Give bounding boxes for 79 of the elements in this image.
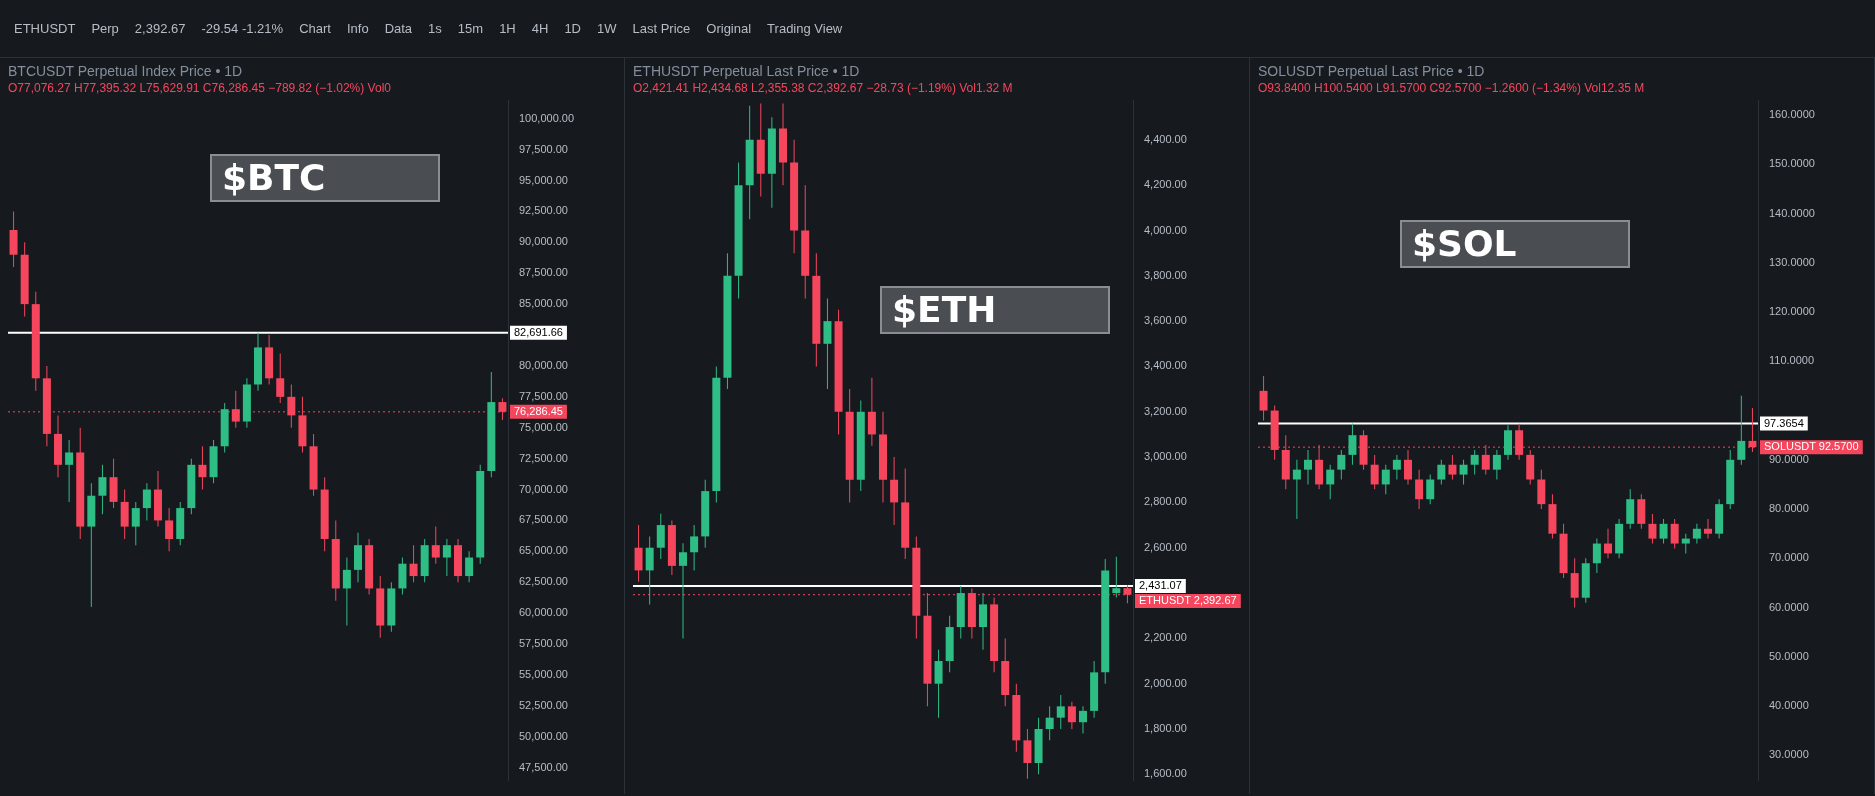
chart-subtitle: O93.8400 H100.5400 L91.5700 C92.5700 −1.2600 (−1.34%) Vol12.35 M (1258, 81, 1645, 96)
text: 1s (428, 21, 442, 36)
y-tick-label: 150.0000 (1769, 157, 1815, 170)
chart-title: SOLUSDT Perpetual Last Price • 1D (1258, 63, 1485, 80)
y-tick-label: 65,000.00 (519, 544, 568, 557)
y-tick-label: 120.0000 (1769, 305, 1815, 318)
text: 1W (597, 21, 617, 36)
y-tick-label: 1,600.00 (1144, 767, 1187, 780)
y-tick-label: 72,500.00 (519, 451, 568, 464)
text: 2,392.67 (134, 21, 186, 36)
y-tick-label: 92,500.00 (519, 204, 568, 217)
y-tick-label: 60,000.00 (519, 606, 568, 619)
y-tick-label: 80.0000 (1769, 502, 1809, 515)
y-tick-label: 40.0000 (1769, 699, 1809, 712)
y-tick-label: 90,000.00 (519, 235, 568, 248)
y-tick-label: 4,000.00 (1144, 223, 1187, 236)
ref-line-label: SOLUSDT 92.5700 (1764, 440, 1859, 453)
y-tick-label: 2,800.00 (1144, 495, 1187, 508)
text-box: $SOL (1400, 220, 1630, 268)
y-tick-label: 52,500.00 (519, 698, 568, 711)
chart-title: ETHUSDT Perpetual Last Price • 1D (633, 63, 860, 80)
y-tick-label: 70.0000 (1769, 551, 1809, 564)
chart-subtitle: O77,076.27 H77,395.32 L75,629.91 C76,286.45 −789.82 (−1.02%) Vol0 (8, 81, 392, 96)
y-tick-label: 85,000.00 (519, 297, 568, 310)
y-tick-label: 130.0000 (1769, 255, 1815, 268)
y-tick-label: 3,800.00 (1144, 268, 1187, 281)
y-tick-label: 95,000.00 (519, 173, 568, 186)
text: Perp (91, 21, 119, 36)
chart-title: BTCUSDT Perpetual Index Price • 1D (8, 63, 243, 80)
y-tick-label: 110.0000 (1769, 354, 1815, 367)
y-tick-label: 75,000.00 (519, 420, 568, 433)
ref-line-label: ETHUSDT 2,392.67 (1139, 594, 1237, 607)
y-tick-label: 4,400.00 (1144, 132, 1187, 145)
y-tick-label: 67,500.00 (519, 513, 568, 526)
text: 15m (457, 21, 484, 36)
y-tick-label: 2,600.00 (1144, 540, 1187, 553)
y-tick-label: 57,500.00 (519, 637, 568, 650)
y-tick-label: 55,000.00 (519, 667, 568, 680)
text: Original (706, 21, 752, 36)
ref-line-label: 76,286.45 (514, 404, 563, 417)
y-tick-label: 80,000.00 (519, 358, 568, 371)
text: -29.54 -1.21% (201, 21, 284, 36)
text-box: $ETH (880, 286, 1110, 334)
text: 1H (499, 21, 516, 36)
text-box: $BTC (210, 154, 440, 202)
y-tick-label: 160.0000 (1769, 108, 1815, 121)
text: Data (384, 21, 413, 36)
y-tick-label: 3,600.00 (1144, 314, 1187, 327)
y-tick-label: 140.0000 (1769, 206, 1815, 219)
y-tick-label: 2,000.00 (1144, 676, 1187, 689)
y-tick-label: 62,500.00 (519, 575, 568, 588)
y-tick-label: 87,500.00 (519, 266, 568, 279)
y-tick-label: 70,000.00 (519, 482, 568, 495)
y-tick-label: 3,400.00 (1144, 359, 1187, 372)
y-tick-label: 1,800.00 (1144, 722, 1187, 735)
text: Chart (299, 21, 331, 36)
text: 4H (531, 21, 549, 36)
chart-subtitle: O2,421.41 H2,434.68 L2,355.38 C2,392.67 −28.73 (−1.19%) Vol1.32 M (633, 81, 1013, 96)
ref-line-label: 2,431.07 (1139, 579, 1182, 592)
y-tick-label: 50,000.00 (519, 729, 568, 742)
y-tick-label: 100,000.00 (519, 111, 575, 124)
text: Trading View (767, 21, 843, 36)
ref-line-label: 82,691.66 (514, 325, 563, 338)
y-tick-label: 4,200.00 (1144, 178, 1187, 191)
y-tick-label: 3,200.00 (1144, 404, 1187, 417)
text: Info (346, 21, 369, 36)
text: Last Price (632, 21, 691, 36)
y-tick-label: 77,500.00 (519, 389, 568, 402)
text: 1D (564, 21, 581, 36)
y-tick-label: 90.0000 (1769, 452, 1809, 465)
y-tick-label: 50.0000 (1769, 649, 1809, 662)
y-tick-label: 3,000.00 (1144, 450, 1187, 463)
y-tick-label: 47,500.00 (519, 760, 568, 773)
y-tick-label: 2,200.00 (1144, 631, 1187, 644)
y-tick-label: 60.0000 (1769, 600, 1809, 613)
y-tick-label: 97,500.00 (519, 142, 568, 155)
text: ETHUSDT (14, 21, 76, 36)
ref-line-label: 97.3654 (1764, 416, 1804, 429)
y-tick-label: 30.0000 (1769, 748, 1809, 761)
